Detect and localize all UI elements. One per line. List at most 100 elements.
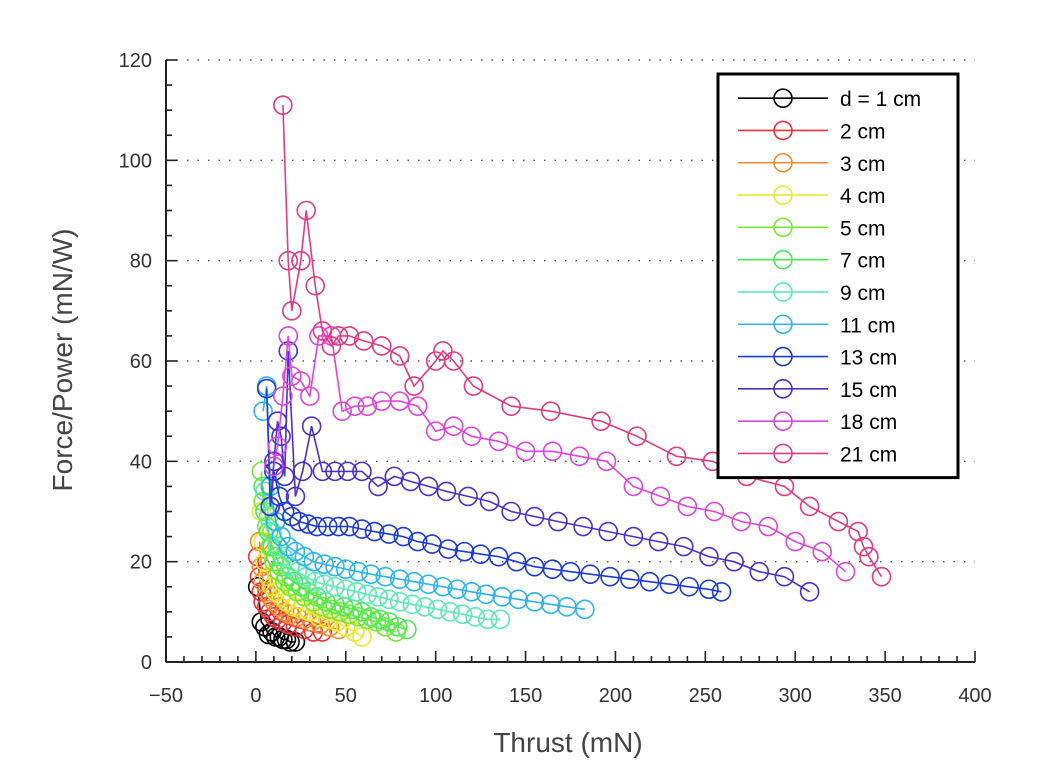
data-point: [352, 461, 372, 482]
data-point: [296, 200, 317, 221]
series-7: [253, 376, 595, 620]
series-8: [256, 378, 732, 602]
series-11: [273, 95, 892, 587]
data-point: [298, 581, 318, 602]
data-point: [314, 574, 335, 595]
data-point: [262, 521, 282, 542]
data-point: [393, 526, 414, 547]
data-point: [458, 486, 478, 507]
y-tick-label: 100: [119, 150, 152, 172]
data-point: [785, 531, 806, 552]
legend-swatch-marker: [773, 88, 793, 108]
data-point: [433, 341, 453, 361]
data-point: [368, 476, 388, 497]
data-point: [540, 594, 561, 615]
data-point: [848, 521, 868, 542]
data-point: [264, 591, 284, 612]
data-point: [335, 579, 356, 600]
data-point: [328, 516, 349, 537]
data-point: [648, 531, 669, 552]
data-point: [415, 597, 435, 617]
data-point: [339, 516, 360, 537]
data-point: [418, 476, 439, 497]
data-point: [427, 599, 448, 620]
y-tick-label: 60: [130, 351, 152, 373]
x-axis-label: Thrust (mN): [493, 727, 642, 758]
data-point: [285, 486, 306, 507]
data-point: [524, 506, 545, 527]
data-point: [247, 576, 268, 597]
data-point: [305, 571, 326, 592]
data-point: [524, 591, 545, 612]
data-point: [364, 521, 385, 542]
data-point: [400, 471, 421, 492]
data-point: [352, 627, 372, 647]
data-point: [627, 426, 647, 447]
legend-entry: 7 cm: [738, 250, 886, 273]
data-point: [828, 511, 849, 532]
x-tick-label: 400: [958, 685, 991, 707]
data-point: [699, 546, 719, 567]
y-tick-label: 20: [130, 552, 152, 574]
data-point: [461, 581, 482, 602]
data-point: [282, 301, 302, 321]
data-point: [679, 576, 699, 597]
x-tick-label: −50: [149, 685, 183, 707]
data-point: [260, 496, 281, 517]
data-point: [352, 519, 372, 539]
data-point: [361, 564, 381, 585]
legend-label: d = 1 cm: [840, 88, 921, 111]
series-line: [265, 388, 722, 593]
data-point: [853, 536, 874, 557]
data-point: [273, 386, 293, 406]
data-point: [274, 466, 295, 487]
data-point: [389, 591, 410, 612]
data-point: [271, 426, 291, 447]
legend-entry: d = 1 cm: [738, 88, 921, 111]
legend-entry: 3 cm: [738, 153, 886, 176]
series-5: [253, 476, 417, 640]
data-point: [344, 396, 365, 416]
data-point: [389, 391, 410, 411]
legend-box: [716, 72, 960, 480]
data-point: [659, 574, 680, 595]
data-point: [368, 586, 388, 607]
data-point: [407, 396, 428, 416]
legend-swatch-marker: [773, 185, 793, 205]
legend-entry: 11 cm: [738, 314, 896, 337]
data-point: [278, 536, 299, 557]
legend-entry: 18 cm: [738, 411, 897, 434]
data-point: [280, 556, 300, 577]
data-point: [303, 551, 324, 572]
data-point: [389, 346, 410, 366]
data-point: [256, 597, 277, 617]
data-point: [337, 461, 358, 482]
data-point: [418, 574, 439, 595]
data-point: [328, 326, 349, 346]
x-tick-label: 350: [868, 685, 901, 707]
data-point: [580, 564, 601, 585]
legend-entry: 13 cm: [738, 347, 897, 370]
x-tick-label: 150: [509, 685, 542, 707]
data-point: [389, 569, 410, 590]
data-point: [731, 511, 752, 532]
legend: d = 1 cm 2 cm 3 cm 4 cm 5 cm 7 cm 9 cm 11 cm 13 …: [716, 72, 960, 480]
legend-swatch-marker: [773, 314, 793, 335]
data-point: [639, 571, 660, 592]
data-point: [253, 401, 273, 421]
data-point: [699, 579, 719, 600]
data-point: [799, 581, 820, 602]
legend-label: 21 cm: [840, 443, 897, 466]
data-point: [433, 576, 453, 597]
data-point: [312, 461, 333, 482]
data-point: [476, 584, 496, 605]
data-point: [312, 622, 333, 642]
data-point: [346, 581, 367, 602]
data-point: [540, 401, 561, 421]
data-point: [463, 376, 484, 396]
data-point: [314, 554, 335, 574]
data-point: [370, 609, 390, 630]
data-point: [273, 95, 293, 115]
data-point: [344, 622, 365, 642]
